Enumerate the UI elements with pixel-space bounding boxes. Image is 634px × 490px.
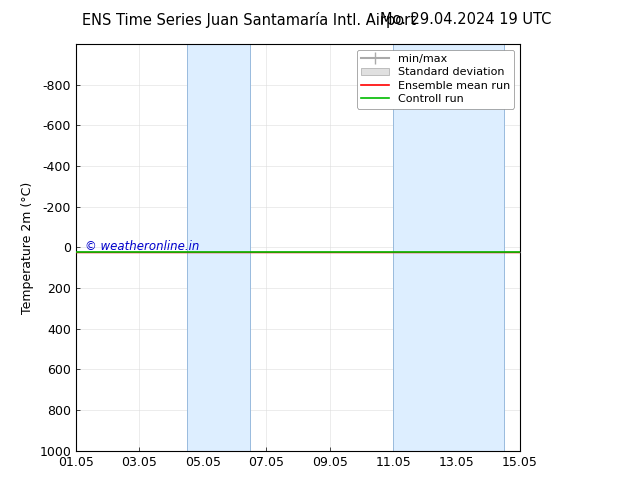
- Bar: [187, 44, 250, 451]
- Text: Mo. 29.04.2024 19 UTC: Mo. 29.04.2024 19 UTC: [380, 12, 552, 27]
- Y-axis label: Temperature 2m (°C): Temperature 2m (°C): [21, 181, 34, 314]
- Text: © weatheronline.in: © weatheronline.in: [85, 240, 199, 253]
- Text: ENS Time Series Juan Santamaría Intl. Airport: ENS Time Series Juan Santamaría Intl. Ai…: [82, 12, 417, 28]
- Bar: [393, 44, 504, 451]
- Legend: min/max, Standard deviation, Ensemble mean run, Controll run: min/max, Standard deviation, Ensemble me…: [356, 49, 514, 109]
